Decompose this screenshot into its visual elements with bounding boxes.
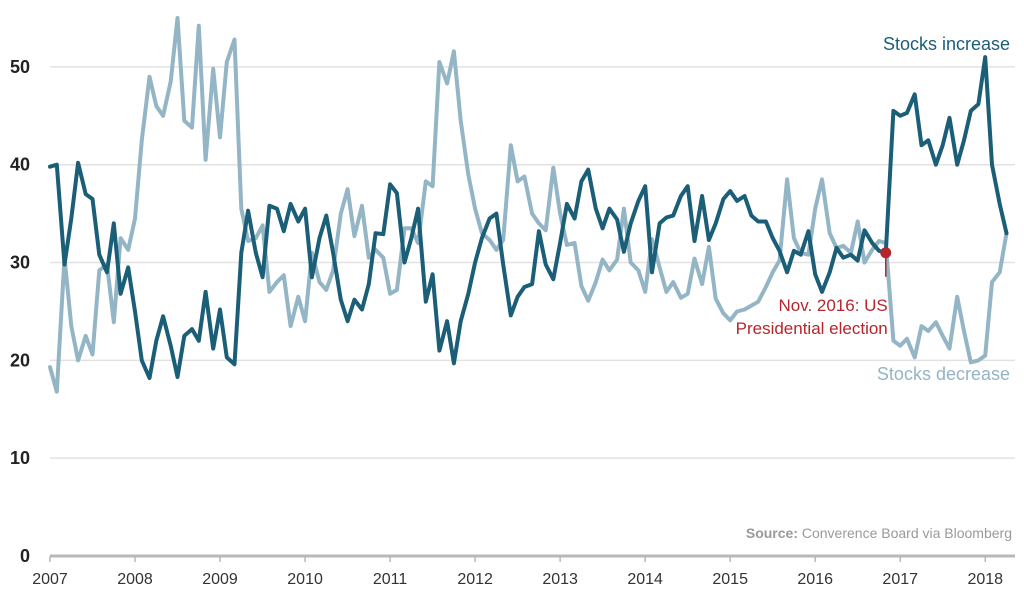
y-axis-ticks: 0 10 20 30 40 50 — [10, 57, 30, 566]
y-tick-label: 30 — [10, 253, 30, 273]
x-tick-label: 2015 — [712, 571, 748, 588]
x-tick-label: 2009 — [202, 571, 238, 588]
x-tick-label: 2007 — [32, 571, 68, 588]
x-tick-label: 2010 — [287, 571, 323, 588]
source-note: Source: Converence Board via Bloomberg — [746, 525, 1012, 541]
source-text: Converence Board via Bloomberg — [798, 525, 1012, 541]
x-tick-label: 2011 — [373, 571, 408, 588]
annotation-group: Nov. 2016: US Presidential election — [736, 247, 892, 338]
x-tick-label: 2018 — [967, 571, 1003, 588]
election-marker-dot — [880, 247, 892, 259]
y-tick-label: 40 — [10, 155, 30, 175]
y-tick-label: 10 — [10, 448, 30, 468]
x-tick-label: 2012 — [457, 571, 493, 588]
annotation-label-line-1: Nov. 2016: US — [778, 296, 887, 315]
gridlines — [50, 66, 1015, 459]
x-tick-label: 2017 — [882, 571, 918, 588]
source-label: Source: — [746, 525, 798, 541]
annotation-label-line-2: Presidential election — [736, 319, 888, 338]
x-axis-ticks: 2007 2008 2009 2010 2011 2012 2013 2014 2015 2016… — [32, 556, 1003, 588]
series-line-stocks-decrease — [48, 16, 1009, 394]
y-tick-label: 20 — [10, 350, 30, 370]
series-label-stocks-decrease: Stocks decrease — [877, 364, 1010, 384]
y-tick-label: 50 — [10, 57, 30, 77]
x-tick-label: 2016 — [797, 571, 833, 588]
x-tick-label: 2014 — [627, 571, 663, 588]
series-line-stocks-increase — [48, 55, 1009, 380]
x-tick-label: 2013 — [542, 571, 578, 588]
x-tick-label: 2008 — [117, 571, 153, 588]
series-lines — [48, 16, 1009, 394]
series-label-stocks-increase: Stocks increase — [883, 34, 1010, 54]
y-tick-label: 0 — [20, 546, 30, 566]
